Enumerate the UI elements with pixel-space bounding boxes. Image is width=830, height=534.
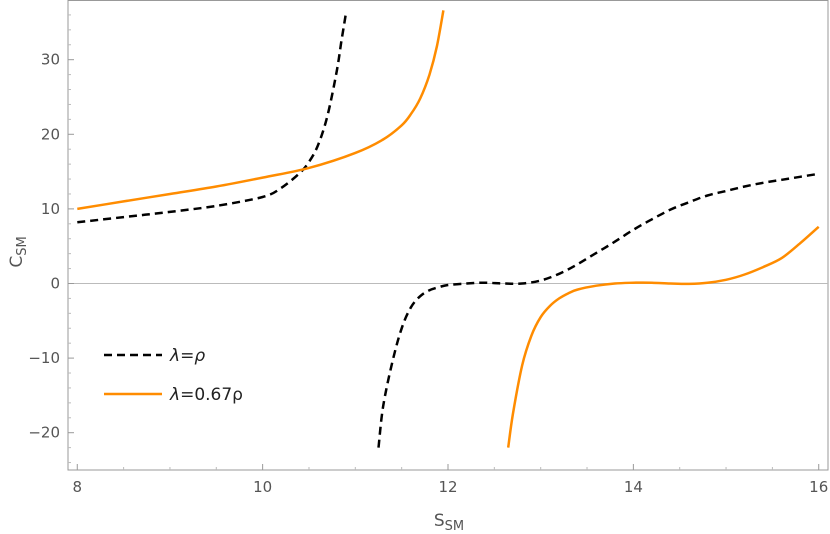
legend-2-eq: =	[180, 385, 194, 405]
legend-label-lambda-rho: λ=ρ	[169, 346, 205, 366]
y-axis-label: CSM	[7, 236, 30, 267]
y-tick-label: 20	[41, 125, 60, 143]
x-axis-label: SSM	[434, 511, 464, 534]
series-lambda-rho-branch-1	[77, 12, 348, 224]
series-lambda-rho-branch-2	[377, 172, 819, 448]
x-axis-label-main: S	[434, 511, 445, 531]
series-lambda-067rho-branch-1	[77, 10, 445, 211]
y-tick-label: −10	[28, 349, 60, 367]
x-tick-label: 14	[624, 478, 643, 496]
x-axis-label-sub: SM	[445, 519, 464, 534]
x-tick-label: 10	[253, 478, 272, 496]
legend-2-rhs: 0.67ρ	[194, 385, 243, 405]
legend-label-lambda-067rho: λ=0.67ρ	[169, 385, 243, 405]
legend-1-lhs: λ	[169, 346, 180, 366]
legend-1-rhs: ρ	[194, 346, 205, 366]
series-layer	[77, 10, 820, 448]
y-tick-label: −20	[28, 424, 60, 442]
axis-ticks: 8 10 12 14 16 −20 −10 0 10 20 30	[28, 14, 828, 496]
y-tick-label: 0	[50, 274, 60, 292]
legend-1-eq: =	[180, 346, 194, 366]
legend: λ=ρ λ=0.67ρ	[104, 346, 243, 405]
series-lambda-067rho-branch-2	[506, 225, 820, 448]
y-axis-label-main: C	[7, 256, 27, 268]
y-axis-label-sub: SM	[15, 236, 30, 255]
x-tick-label: 12	[438, 478, 457, 496]
legend-2-lhs: λ	[169, 385, 180, 405]
y-tick-label: 30	[41, 51, 60, 69]
x-tick-label: 8	[72, 478, 82, 496]
x-tick-label: 16	[809, 478, 828, 496]
y-tick-label: 10	[41, 200, 60, 218]
